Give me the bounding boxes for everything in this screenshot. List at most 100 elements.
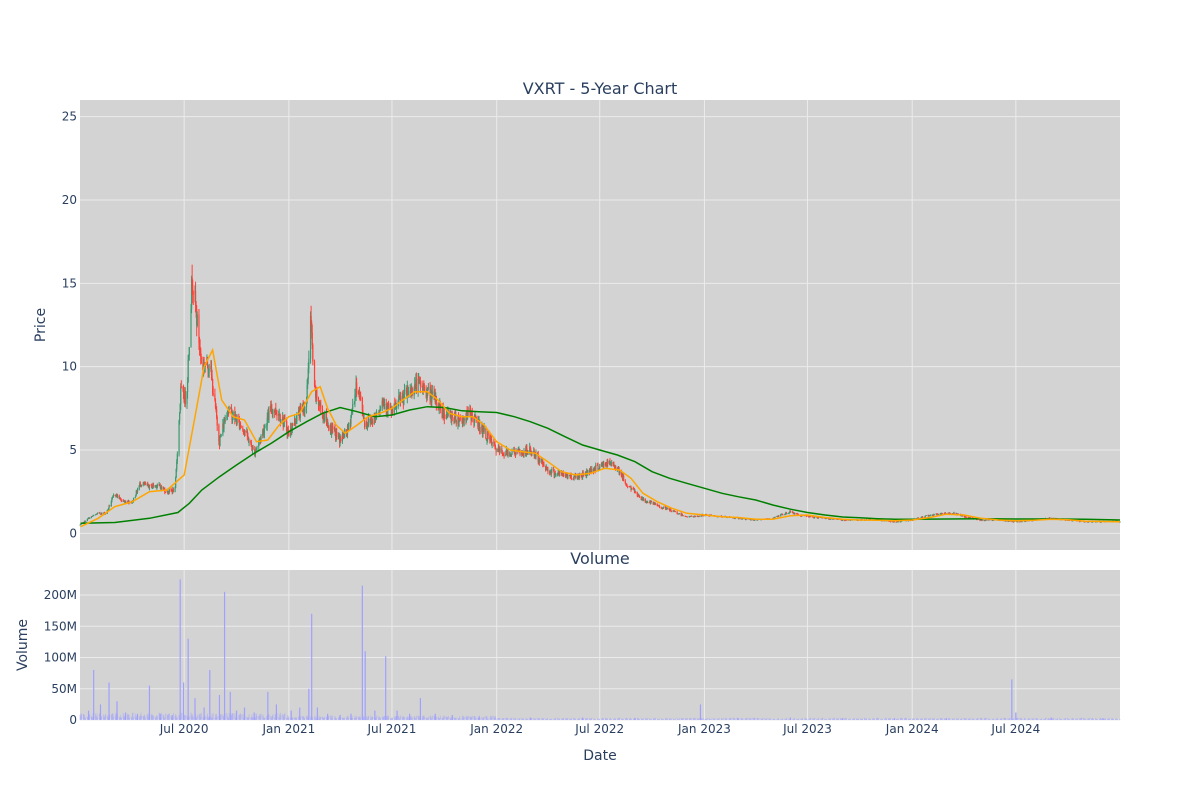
candle-body <box>162 486 164 490</box>
candle-body <box>383 403 386 405</box>
candle-body <box>778 515 780 517</box>
candle-body <box>933 514 936 515</box>
candle-body <box>519 452 521 455</box>
candle-body <box>227 411 230 412</box>
candle-body <box>411 386 413 394</box>
candle-body <box>276 413 278 417</box>
candle-body <box>623 475 625 482</box>
candle-body <box>633 488 635 490</box>
candle-body <box>892 521 895 523</box>
candle-body <box>668 508 670 510</box>
candle-body <box>582 472 584 478</box>
candle-body <box>726 517 728 519</box>
candle-body <box>572 478 575 480</box>
candle-body <box>773 517 775 519</box>
candle-body <box>741 518 744 520</box>
candle-body <box>399 396 402 403</box>
candle-body <box>147 483 149 487</box>
candle-body <box>223 420 225 429</box>
candle-body <box>558 471 560 476</box>
candle-body <box>314 385 316 389</box>
candle-body <box>401 396 403 403</box>
candle-body <box>597 465 599 471</box>
candle-body <box>97 512 99 514</box>
candle-body <box>605 465 608 467</box>
candle-body <box>224 418 226 423</box>
candle-body <box>200 348 202 357</box>
candle-body <box>232 411 234 418</box>
candle-body <box>792 511 794 513</box>
candle-body <box>144 483 147 485</box>
candle-body <box>753 520 756 521</box>
candle-body <box>278 414 280 417</box>
candle-body <box>543 464 545 467</box>
candle-body <box>136 489 139 493</box>
candle-body <box>473 415 476 423</box>
candle-body <box>716 516 719 518</box>
x-tick-label: Jul 2023 <box>782 722 832 736</box>
candle-body <box>636 491 638 496</box>
candle-body <box>337 436 340 438</box>
candle-body <box>361 397 363 411</box>
candle-body <box>786 513 788 515</box>
candle-body <box>195 304 197 309</box>
candle-body <box>286 421 288 431</box>
candle-body <box>220 434 222 436</box>
candle-body <box>458 421 460 423</box>
candle-body <box>344 429 346 434</box>
candle-body <box>790 511 792 513</box>
candle-body <box>80 524 82 525</box>
candle-body <box>559 471 561 474</box>
candle-body <box>170 489 172 491</box>
candle-body <box>231 417 234 421</box>
candle-body <box>323 415 325 417</box>
candle-body <box>186 381 189 393</box>
candle-body <box>678 513 681 515</box>
candle-body <box>529 446 531 450</box>
candle-body <box>514 452 516 454</box>
candle-body <box>218 425 220 442</box>
candle-body <box>593 467 596 469</box>
candle-body <box>415 379 418 392</box>
candle-body <box>921 516 924 518</box>
candle-body <box>295 421 297 423</box>
candle-body <box>239 422 242 426</box>
candle-body <box>280 420 282 422</box>
candle-body <box>151 486 153 489</box>
candle-body <box>619 471 621 474</box>
candle-body <box>642 498 645 501</box>
candle-body <box>423 386 425 392</box>
candle-body <box>580 473 583 478</box>
candle-body <box>821 517 823 519</box>
candle-body <box>889 521 892 522</box>
candle-body <box>658 505 661 508</box>
candle-body <box>214 399 217 408</box>
candle-body <box>738 517 740 519</box>
candle-body <box>590 467 592 472</box>
candle-body <box>187 359 189 382</box>
candle-body <box>371 422 374 424</box>
candle-body <box>135 495 137 497</box>
x-tick-label: Jul 2022 <box>574 722 624 736</box>
candle-body <box>179 404 181 413</box>
candle-body <box>112 495 115 496</box>
volume-y-tick-label: 0 <box>69 713 77 727</box>
candle-body <box>178 420 180 454</box>
candle-body <box>486 440 488 441</box>
candle-body <box>139 483 141 486</box>
candle-body <box>116 495 119 497</box>
price-y-tick-label: 25 <box>62 110 77 124</box>
candle-body <box>300 406 302 409</box>
candle-body <box>421 386 423 388</box>
candle-body <box>371 419 373 423</box>
candle-body <box>307 368 309 380</box>
candle-body <box>626 485 628 487</box>
price-y-tick-label: 10 <box>62 360 77 374</box>
candle-body <box>427 386 429 388</box>
candle-body <box>593 467 595 472</box>
candle-body <box>411 393 414 396</box>
candle-body <box>461 419 463 420</box>
candle-body <box>818 517 820 518</box>
candle-body <box>788 513 790 514</box>
candle-body <box>920 517 922 519</box>
